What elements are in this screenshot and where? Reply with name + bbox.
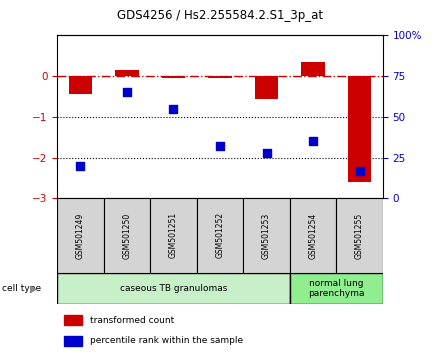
Bar [290,198,336,273]
Point [170,106,177,112]
Text: GSM501250: GSM501250 [122,212,132,258]
Bar [64,336,82,346]
Point [77,163,84,169]
Text: caseous TB granulomas: caseous TB granulomas [120,284,227,293]
Bar [197,198,243,273]
Point [216,143,224,149]
Text: ▶: ▶ [30,284,37,293]
Bar [64,315,82,325]
Point [124,90,131,95]
Bar [290,273,383,304]
Bar [209,76,231,78]
Text: GSM501254: GSM501254 [308,212,318,258]
Text: GSM501251: GSM501251 [169,212,178,258]
Text: GSM501249: GSM501249 [76,212,85,258]
Text: normal lung
parenchyma: normal lung parenchyma [308,279,364,298]
Text: GSM501255: GSM501255 [355,212,364,258]
Point [356,168,363,173]
Bar [57,198,104,273]
Text: GSM501253: GSM501253 [262,212,271,258]
Bar [150,198,197,273]
Bar [104,198,150,273]
Bar [336,198,383,273]
Text: percentile rank within the sample: percentile rank within the sample [90,336,243,345]
Bar [243,198,290,273]
Bar [255,76,278,98]
Point [309,138,316,144]
Text: GSM501252: GSM501252 [216,212,224,258]
Text: cell type: cell type [2,284,41,293]
Bar [301,62,325,76]
Text: GDS4256 / Hs2.255584.2.S1_3p_at: GDS4256 / Hs2.255584.2.S1_3p_at [117,9,323,22]
Bar [348,76,371,182]
Bar [162,76,185,78]
Point [263,150,270,155]
Bar [57,273,290,304]
Text: transformed count: transformed count [90,316,174,325]
Bar [69,76,92,95]
Bar [115,70,139,76]
